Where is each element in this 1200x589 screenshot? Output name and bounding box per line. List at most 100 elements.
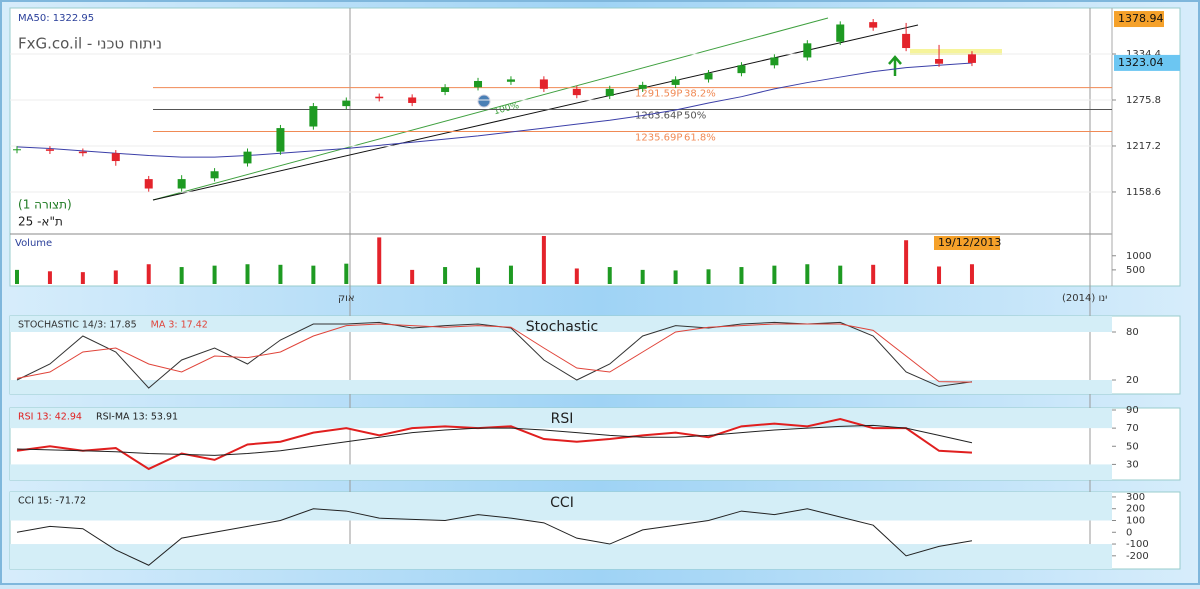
arrow <box>888 55 902 76</box>
y-tick-label: 80 <box>1126 327 1139 338</box>
band <box>10 492 1112 521</box>
panel-title: RSI <box>551 411 574 427</box>
y-tick-label: 1334.4 <box>1126 49 1161 60</box>
candle <box>836 24 845 42</box>
date-tag <box>934 236 1000 250</box>
y-tick-label: 500 <box>1126 265 1145 276</box>
volume-bar <box>212 265 217 284</box>
x-tick-label: (2014) ינו <box>1062 293 1107 304</box>
band <box>10 316 1112 332</box>
price-tag <box>1114 11 1164 28</box>
band <box>10 408 1112 429</box>
y-tick-label: 30 <box>1126 459 1139 470</box>
volume-bar <box>476 267 481 284</box>
candle <box>770 57 779 66</box>
candle <box>441 87 450 92</box>
candle <box>638 84 647 89</box>
fib-label: 1235.69P <box>635 132 682 143</box>
candle <box>803 43 812 58</box>
candle <box>276 128 285 152</box>
y-tick-label: 1275.8 <box>1126 95 1161 106</box>
ma-line <box>16 62 973 158</box>
volume-bar <box>508 265 513 284</box>
candle <box>309 106 318 127</box>
candle <box>210 171 219 179</box>
x-tick-label: אוק <box>338 293 355 304</box>
volume-bar <box>311 265 316 284</box>
price-panel <box>9 7 1181 287</box>
volume-bar <box>541 236 546 284</box>
volume-bar <box>937 266 942 284</box>
volume-bar <box>838 265 843 284</box>
band <box>10 544 1112 569</box>
volume-bar <box>47 271 52 284</box>
volume-bar <box>969 264 974 284</box>
series-line <box>16 424 973 456</box>
volume-bar <box>113 270 118 284</box>
band <box>10 380 1112 394</box>
candle <box>935 59 944 64</box>
candle <box>474 80 483 88</box>
volume-bar <box>640 269 645 284</box>
y-tick-label: -200 <box>1126 551 1149 562</box>
band <box>10 464 1112 480</box>
volume-bar <box>805 264 810 284</box>
fib-label: 1263.64P <box>635 111 682 122</box>
volume-bar <box>179 267 184 284</box>
candle <box>902 33 911 49</box>
candle <box>342 100 351 107</box>
ma-legend: MA50: 1322.95 <box>18 13 94 24</box>
volume-bar <box>673 270 678 284</box>
trend-line <box>152 17 829 201</box>
y-tick-label: 70 <box>1126 423 1139 434</box>
volume-title: Volume <box>15 238 52 249</box>
volume-bar <box>146 264 151 284</box>
candle <box>177 179 186 189</box>
note: ת"א- 25 <box>18 215 63 229</box>
series-line <box>16 508 973 566</box>
candle <box>539 79 548 89</box>
candle <box>13 149 21 151</box>
panel-title: CCI <box>550 495 574 511</box>
volume-bar <box>344 263 349 284</box>
volume-bar <box>574 268 579 284</box>
y-tick-label: 1000 <box>1126 251 1151 262</box>
candle <box>506 79 515 82</box>
y-tick-label: 20 <box>1126 375 1139 386</box>
legend-entry: RSI-MA 13: 53.91 <box>96 412 178 423</box>
candle <box>144 179 153 189</box>
watermark: FxG.co.il - ניתוח טכני <box>18 35 162 53</box>
legend-entry: STOCHASTIC 14/3: 17.85 <box>18 320 137 331</box>
volume-bar <box>15 269 19 284</box>
legend-entry: RSI 13: 42.94 <box>18 412 82 423</box>
candle <box>967 54 976 63</box>
fib-pct: 50% <box>684 111 706 122</box>
highlight <box>910 49 1002 55</box>
candle <box>605 88 614 96</box>
price-tag <box>1114 54 1180 71</box>
volume-bar <box>443 267 448 284</box>
volume-bar <box>245 264 250 284</box>
y-tick-label: 1217.2 <box>1126 141 1161 152</box>
candle <box>111 153 120 162</box>
candle <box>572 88 581 96</box>
candle <box>375 96 384 99</box>
volume-bar <box>607 267 612 284</box>
panel-title: Stochastic <box>526 319 598 335</box>
volume-bar <box>377 237 382 284</box>
candle <box>243 151 252 164</box>
series-line <box>16 418 973 471</box>
volume-bar <box>80 272 85 284</box>
y-tick-label: 0 <box>1126 527 1132 538</box>
fib-pct: 61.8% <box>684 132 716 143</box>
candle <box>408 97 417 103</box>
legend-entry: CCI 15: -71.72 <box>18 496 86 507</box>
y-tick-label: 50 <box>1126 441 1139 452</box>
y-tick-label: 300 <box>1126 492 1145 503</box>
candle <box>671 79 680 85</box>
y-tick-label: 90 <box>1126 405 1139 416</box>
candle <box>869 22 878 28</box>
series-line <box>16 323 972 383</box>
